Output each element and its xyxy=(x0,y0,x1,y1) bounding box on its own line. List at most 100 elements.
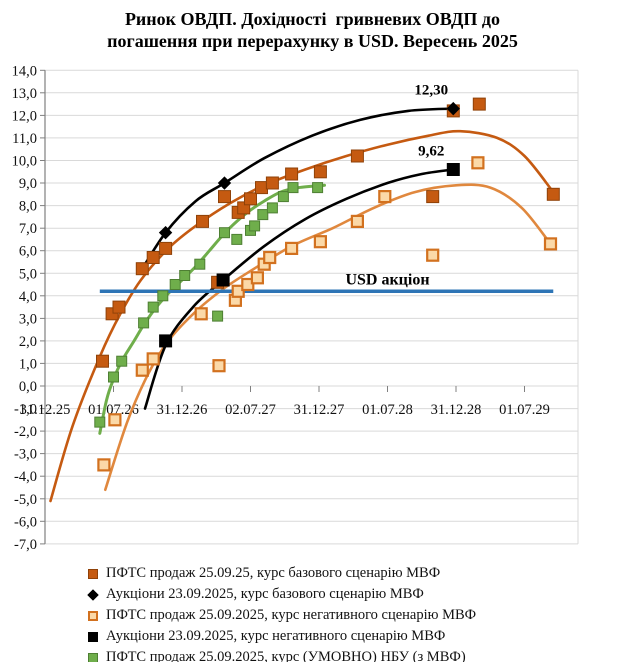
data-point-marker xyxy=(255,181,268,195)
data-point-marker xyxy=(108,413,122,427)
data-point-marker xyxy=(249,220,261,232)
trend-line xyxy=(138,107,455,275)
y-axis-tick-label: 9,0 xyxy=(19,176,37,192)
data-point-marker xyxy=(194,307,208,321)
data-point-marker xyxy=(313,235,327,249)
gridlines: 14,0 13,0 12,0 11,0 10,0 9,0 8,0 7,0 6,0 5,0 4,0 3,… xyxy=(12,63,578,553)
y-axis-tick-label: 13,0 xyxy=(12,86,37,102)
legend-item: Аукціони 23.09.2025, курс негативного сц… xyxy=(86,626,617,647)
x-axis: 31.12.25 01.07.26 31.12.26 02.07.27 31.12.27… xyxy=(20,386,550,418)
chart-title-line1: Ринок ОВДП. Дохідності гривневих ОВДП до xyxy=(124,9,501,29)
data-point-marker xyxy=(265,176,279,190)
data-point-marker xyxy=(116,355,128,367)
data-point-marker xyxy=(250,271,264,285)
data-point-marker xyxy=(277,191,289,203)
x-axis-tick-label: 01.07.28 xyxy=(362,402,413,418)
data-point-marker xyxy=(313,165,327,179)
legend-marker-square-icon xyxy=(86,651,100,662)
legend-marker-square-icon xyxy=(86,630,100,644)
data-point-marker xyxy=(94,416,106,428)
data-point-marker xyxy=(147,301,159,313)
data-point-marker xyxy=(378,190,392,204)
chart-title-line2: погашення при перерахунку в USD. Вересен… xyxy=(107,31,518,51)
data-point-marker xyxy=(231,233,243,245)
data-point-marker xyxy=(138,317,150,329)
y-axis-tick-label: 12,0 xyxy=(12,108,37,124)
y-axis-tick-label: 7,0 xyxy=(19,221,37,237)
y-axis-tick-label: -7,0 xyxy=(14,537,37,553)
data-point-marker xyxy=(146,352,160,366)
data-point-marker xyxy=(312,182,324,194)
data-point-marker xyxy=(426,190,440,204)
data-point-marker xyxy=(146,251,160,264)
legend-label: Аукціони 23.09.2025, курс негативного сц… xyxy=(106,628,446,644)
usd-auction-label: USD акціон xyxy=(345,271,429,288)
legend-item: Аукціони 23.09.2025, курс базового сцена… xyxy=(86,584,617,605)
legend-marker-square-open-icon xyxy=(86,609,100,623)
x-axis-tick-label: 31.12.28 xyxy=(431,402,482,418)
data-point-marker xyxy=(471,156,485,170)
legend-marker-diamond-icon xyxy=(86,588,100,602)
x-axis-tick-label: 02.07.27 xyxy=(225,402,276,418)
data-point-marker xyxy=(112,300,126,314)
y-axis-tick-label: 6,0 xyxy=(19,244,37,260)
y-axis-tick-label: 5,0 xyxy=(19,266,37,282)
trend-line xyxy=(98,183,326,435)
y-axis-tick-label: -4,0 xyxy=(14,469,37,485)
data-point-marker xyxy=(472,97,486,111)
y-axis-tick-label: 3,0 xyxy=(19,311,37,327)
legend-label: ПФТС продаж 25.09.25, курс базового сцен… xyxy=(106,565,441,581)
data-point-marker xyxy=(546,187,560,201)
data-point-marker xyxy=(158,225,173,240)
x-axis-tick-label: 01.07.26 xyxy=(88,402,139,418)
y-axis-tick-label: 11,0 xyxy=(12,131,37,147)
data-point-marker xyxy=(135,262,149,276)
data-point-marker xyxy=(446,163,460,176)
data-point-label: 9,62 xyxy=(418,144,444,160)
data-point-marker xyxy=(241,277,255,292)
y-axis-tick-label: 8,0 xyxy=(19,199,37,215)
chart-canvas: 14,0 13,0 12,0 11,0 10,0 9,0 8,0 7,0 6,0 5,0 4,0 3,… xyxy=(12,63,579,553)
x-axis-tick-label: 31.12.26 xyxy=(157,402,208,418)
y-axis-tick-label: 2,0 xyxy=(19,334,37,350)
square-marker-icon xyxy=(88,652,98,662)
data-point-marker xyxy=(543,237,558,251)
data-point-marker xyxy=(217,176,232,190)
square-marker-icon xyxy=(88,568,98,579)
data-point-marker xyxy=(218,190,231,204)
data-point-marker xyxy=(446,101,460,116)
trend-line xyxy=(143,168,455,410)
data-point-marker xyxy=(108,371,119,383)
square-open-marker-icon xyxy=(88,610,98,621)
y-axis-tick-label: 14,0 xyxy=(12,63,37,79)
legend-item: ПФТС продаж 25.09.25, курс базового сцен… xyxy=(86,563,617,584)
data-point-marker xyxy=(257,209,269,221)
data-point-marker xyxy=(212,359,226,373)
data-point-marker xyxy=(97,458,111,472)
legend-label: Аукціони 23.09.2025, курс базового сцена… xyxy=(106,586,424,602)
data-point-marker xyxy=(287,182,299,194)
data-point-label: 12,30 xyxy=(414,83,448,99)
data-point-marker xyxy=(135,363,149,377)
data-point-marker xyxy=(159,241,173,255)
y-axis-tick-label: -6,0 xyxy=(14,514,37,530)
y-axis-tick-label: 10,0 xyxy=(12,154,37,170)
legend: ПФТС продаж 25.09.25, курс базового сцен… xyxy=(86,563,617,662)
data-point-marker xyxy=(169,279,181,290)
legend-item: ПФТС продаж 25.09.2025, курс (УМОВНО) НБ… xyxy=(86,647,617,662)
x-axis-tick-label: 31.12.27 xyxy=(294,402,345,418)
data-point-marker xyxy=(426,248,440,262)
legend-label: ПФТС продаж 25.09.2025, курс (УМОВНО) НБ… xyxy=(106,649,466,662)
data-point-marker xyxy=(212,310,224,322)
y-axis-tick-label: 4,0 xyxy=(19,289,37,305)
data-point-marker xyxy=(216,273,230,287)
data-point-marker xyxy=(285,167,299,181)
data-point-marker xyxy=(219,227,230,239)
square-marker-icon xyxy=(88,631,98,642)
data-point-marker xyxy=(96,354,109,368)
data-point-marker xyxy=(350,214,364,228)
y-axis-tick-label: -3,0 xyxy=(14,447,37,463)
data-point-marker xyxy=(350,149,364,163)
data-point-marker xyxy=(244,192,257,206)
